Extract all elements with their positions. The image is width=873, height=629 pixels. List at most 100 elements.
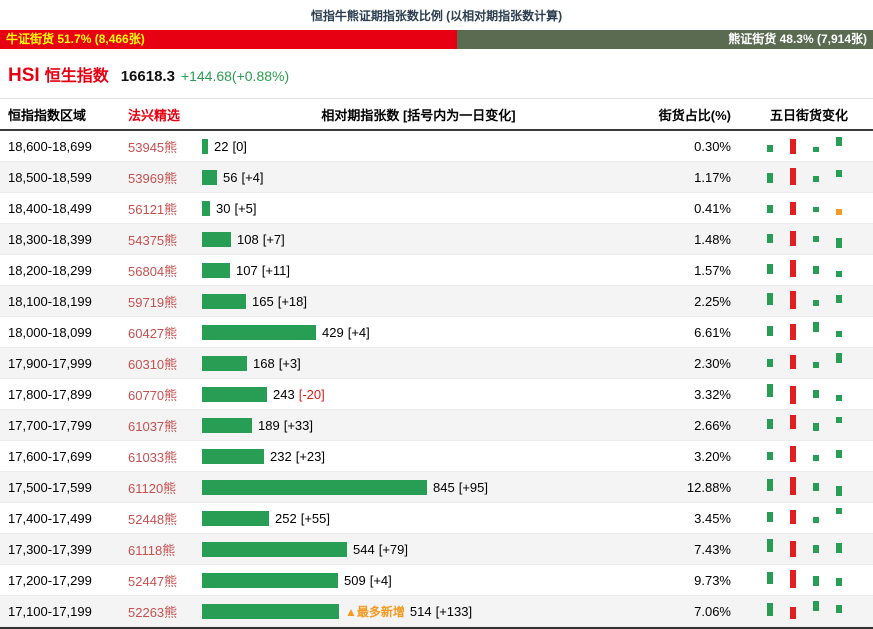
row-warrant-code[interactable]: 61033熊 (128, 449, 178, 465)
row-contracts-cell: 189 [+33] (202, 417, 635, 433)
spark-bar (836, 238, 842, 248)
row-warrant-code[interactable]: 52448熊 (128, 511, 178, 527)
five-day-sparkline (745, 319, 873, 345)
spark-bar (813, 322, 819, 332)
spark-bar (836, 295, 842, 303)
five-day-sparkline (745, 381, 873, 407)
row-warrant-code[interactable]: 53945熊 (128, 139, 178, 155)
spark-bar (813, 517, 819, 523)
row-index-range: 17,100-17,199 (8, 603, 92, 619)
street-ratio-value: 7.06% (694, 603, 731, 619)
row-contracts-cell: ▲最多新增 514 [+133] (202, 603, 635, 620)
one-day-change: [+4] (347, 324, 370, 340)
spark-bar (767, 173, 773, 183)
hsi-index-value: 16618.3 (120, 68, 175, 85)
row-warrant-code[interactable]: 54375熊 (128, 232, 178, 248)
street-ratio-value: 6.61% (694, 324, 731, 340)
row-index-range: 18,200-18,299 (8, 262, 92, 278)
table-row: 18,400-18,499 56121熊 30 [+5] 0.41% (0, 193, 873, 224)
spark-bar (813, 545, 819, 553)
row-warrant-code[interactable]: 56804熊 (128, 263, 178, 279)
five-day-chart-cell (745, 474, 873, 500)
street-ratio-value: 2.25% (694, 293, 731, 309)
contracts-value: 514 (409, 603, 432, 619)
spark-bar (813, 207, 819, 212)
hsi-index-change: +144.68(+0.88%) (180, 68, 290, 84)
contracts-bar (202, 603, 339, 619)
five-day-chart-cell (745, 598, 873, 624)
row-warrant-code[interactable]: 53969熊 (128, 170, 178, 186)
hsi-header: HSI 恒生指数 16618.3 +144.68(+0.88%) (0, 49, 873, 99)
street-ratio-value: 1.57% (694, 262, 731, 278)
table-row: 17,600-17,699 61033熊 232 [+23] 3.20% (0, 441, 873, 472)
row-index-range: 17,400-17,499 (8, 510, 92, 526)
row-warrant-code[interactable]: 61118熊 (128, 542, 176, 558)
table-row: 17,700-17,799 61037熊 189 [+33] 2.66% (0, 410, 873, 441)
five-day-sparkline (745, 350, 873, 376)
row-index-range: 17,900-17,999 (8, 355, 92, 371)
spark-bar (790, 415, 796, 429)
spark-bar (813, 362, 819, 368)
row-index-range: 17,600-17,699 (8, 448, 92, 464)
hsi-symbol: HSI (8, 65, 40, 86)
spark-bar (790, 139, 796, 154)
five-day-sparkline (745, 505, 873, 531)
five-day-sparkline (745, 598, 873, 624)
one-day-change: [+4] (241, 169, 264, 185)
table-row: 17,100-17,199 52263熊 ▲最多新增 514 [+133] 7.… (0, 596, 873, 627)
contracts-bar (202, 417, 252, 433)
most-added-tag: ▲最多新增 (345, 604, 405, 619)
contracts-value: 544 (353, 541, 375, 557)
row-warrant-code[interactable]: 52447熊 (128, 573, 178, 589)
spark-bar (767, 452, 773, 460)
contracts-value: 232 (270, 448, 292, 464)
five-day-sparkline (745, 567, 873, 593)
row-contracts-cell: 30 [+5] (202, 200, 635, 216)
street-ratio-value: 3.20% (694, 448, 731, 464)
row-warrant-code[interactable]: 60770熊 (128, 387, 178, 403)
five-day-sparkline (745, 164, 873, 190)
row-contracts-cell: 252 [+55] (202, 510, 635, 526)
table-row: 17,300-17,399 61118熊 544 [+79] 7.43% (0, 534, 873, 565)
spark-bar (813, 147, 819, 152)
spark-bar (790, 477, 796, 495)
spark-bar (813, 176, 819, 182)
spark-bar (767, 326, 773, 336)
spark-bar (813, 300, 819, 306)
street-ratio-value: 3.45% (694, 510, 731, 526)
spark-bar (836, 450, 842, 458)
spark-bar (790, 607, 796, 619)
row-warrant-code[interactable]: 61120熊 (128, 480, 177, 496)
spark-bar (790, 541, 796, 557)
one-day-change: [0] (232, 138, 247, 154)
row-contracts-cell: 56 [+4] (202, 169, 635, 185)
row-index-range: 18,500-18,599 (8, 169, 92, 185)
five-day-sparkline (745, 226, 873, 252)
spark-bar (836, 137, 842, 146)
row-warrant-code[interactable]: 56121熊 (128, 201, 178, 217)
spark-bar (767, 359, 773, 367)
spark-bar (836, 543, 842, 553)
spark-bar (836, 605, 842, 613)
row-warrant-code[interactable]: 60427熊 (128, 325, 178, 341)
five-day-chart-cell (745, 226, 873, 252)
contracts-value: 22 (214, 138, 229, 154)
row-warrant-code[interactable]: 60310熊 (128, 356, 178, 372)
header-five-day-change: 五日街货变化 (769, 107, 848, 123)
row-warrant-code[interactable]: 52263熊 (128, 604, 178, 620)
spark-bar (790, 355, 796, 369)
row-warrant-code[interactable]: 61037熊 (128, 418, 178, 434)
spark-bar (767, 205, 773, 213)
header-sg-picks: 法兴精选 (128, 107, 181, 123)
row-warrant-code[interactable]: 59719熊 (128, 294, 178, 310)
spark-bar (790, 291, 796, 309)
contracts-bar (202, 262, 230, 278)
row-contracts-cell: 243 [-20] (202, 386, 635, 402)
spark-bar (836, 331, 842, 337)
spark-bar (836, 486, 842, 496)
five-day-sparkline (745, 257, 873, 283)
spark-bar (790, 446, 796, 462)
table-body: 18,600-18,699 53945熊 22 [0] 0.30% 18,500… (0, 131, 873, 627)
spark-bar (767, 419, 773, 429)
one-day-change: [+79] (378, 541, 408, 557)
